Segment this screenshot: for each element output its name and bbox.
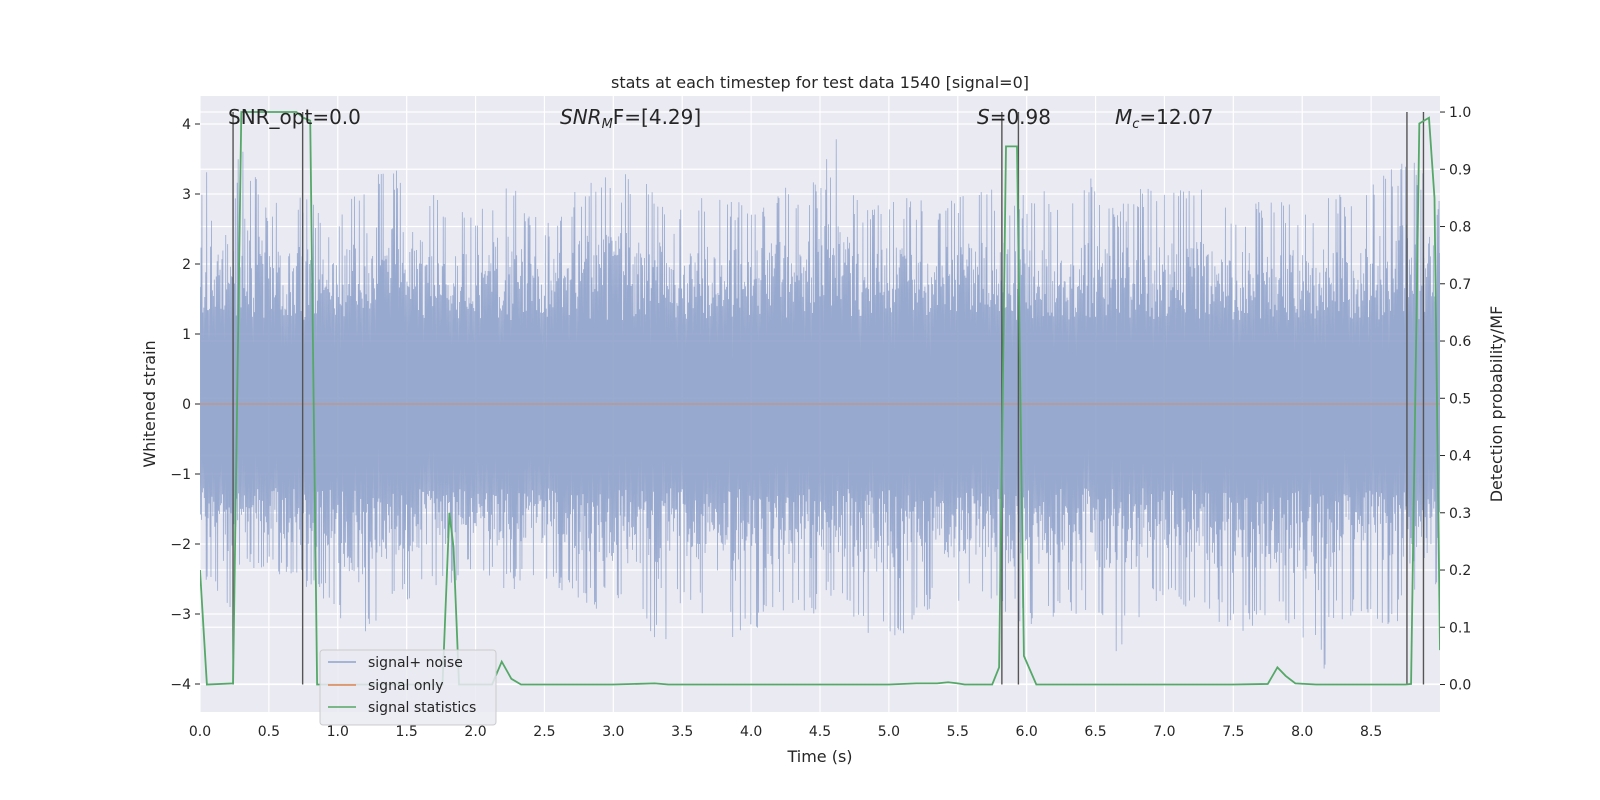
annotation-snr-mf: SNRMF=[4.29] — [560, 105, 701, 132]
x-tick-label: 6.5 — [1084, 724, 1106, 740]
annotation-snr-mf-symbol: SNR — [560, 105, 602, 129]
x-axis-label: Time (s) — [786, 747, 852, 766]
y-axis-right: 0.0 0.1 0.2 0.3 0.4 0.5 0.6 0.7 0.8 0.9 1.0 — [1440, 105, 1471, 694]
y-tick-label: 2 — [182, 257, 191, 273]
y-tick-label: 0 — [182, 397, 191, 413]
annotation-snr-mf-value: F=[4.29] — [613, 105, 701, 129]
legend-label-signal-plus-noise: signal+ noise — [368, 655, 463, 671]
y-tick-label: −3 — [170, 607, 191, 623]
y2-tick-label: 0.6 — [1449, 334, 1471, 350]
x-tick-label: 0.0 — [189, 724, 211, 740]
y2-axis-label: Detection probability/MF — [1487, 306, 1506, 503]
x-tick-label: 8.5 — [1360, 724, 1382, 740]
x-tick-label: 4.5 — [809, 724, 831, 740]
y-axis-label: Whitened strain — [140, 340, 159, 467]
chart-title: stats at each timestep for test data 154… — [611, 73, 1029, 92]
x-tick-label: 5.5 — [947, 724, 969, 740]
y2-tick-label: 0.7 — [1449, 277, 1471, 293]
legend: signal+ noise signal only signal statist… — [319, 649, 497, 726]
legend-label-signal-statistics: signal statistics — [368, 700, 476, 716]
x-tick-label: 7.5 — [1222, 724, 1244, 740]
annotation-mc-value: =12.07 — [1139, 105, 1213, 129]
x-tick-label: 2.0 — [464, 724, 486, 740]
x-tick-label: 1.0 — [327, 724, 349, 740]
x-tick-label: 5.0 — [878, 724, 900, 740]
y2-tick-label: 0.3 — [1449, 506, 1471, 522]
annotation-snr-mf-subscript: M — [602, 117, 613, 132]
signal-plus-noise-series — [200, 139, 1440, 669]
y-tick-label: 3 — [182, 187, 191, 203]
y2-tick-label: 0.9 — [1449, 162, 1471, 178]
x-tick-label: 1.5 — [396, 724, 418, 740]
x-axis: 0.0 0.5 1.0 1.5 2.0 2.5 3.0 3.5 4.0 4.5 5.0 5.5 6.0 6… — [189, 724, 1382, 740]
y2-tick-label: 0.2 — [1449, 563, 1471, 579]
x-tick-label: 8.0 — [1291, 724, 1313, 740]
y2-tick-label: 0.4 — [1449, 449, 1471, 465]
y-tick-label: 1 — [182, 327, 191, 343]
x-tick-label: 7.0 — [1153, 724, 1175, 740]
y2-tick-label: 0.8 — [1449, 220, 1471, 236]
x-tick-label: 4.0 — [740, 724, 762, 740]
annotation-snr-opt: SNR_opt=0.0 — [228, 105, 361, 129]
x-tick-label: 0.5 — [258, 724, 280, 740]
y2-tick-label: 1.0 — [1449, 105, 1471, 121]
x-tick-label: 2.5 — [533, 724, 555, 740]
y-tick-label: −1 — [170, 467, 191, 483]
y2-tick-label: 0.1 — [1449, 620, 1471, 636]
legend-box — [319, 649, 497, 726]
annotation-mc-symbol: M — [1115, 105, 1132, 129]
x-tick-label: 3.0 — [602, 724, 624, 740]
y-tick-label: −2 — [170, 537, 191, 553]
y-axis-left: −4 −3 −2 −1 0 1 2 3 4 — [170, 117, 200, 693]
x-tick-label: 6.0 — [1016, 724, 1038, 740]
x-tick-label: 3.5 — [671, 724, 693, 740]
annotation-s-value: =0.98 — [990, 105, 1051, 129]
annotation-s-symbol: S — [977, 105, 990, 129]
annotation-mc-subscript: c — [1132, 117, 1139, 132]
y-tick-label: 4 — [182, 117, 191, 133]
legend-label-signal-only: signal only — [368, 678, 443, 694]
annotation-mc: Mc=12.07 — [1115, 105, 1213, 132]
y2-tick-label: 0.5 — [1449, 391, 1471, 407]
y-tick-label: −4 — [170, 677, 191, 693]
annotation-s: S=0.98 — [977, 105, 1051, 129]
y2-tick-label: 0.0 — [1449, 678, 1471, 694]
